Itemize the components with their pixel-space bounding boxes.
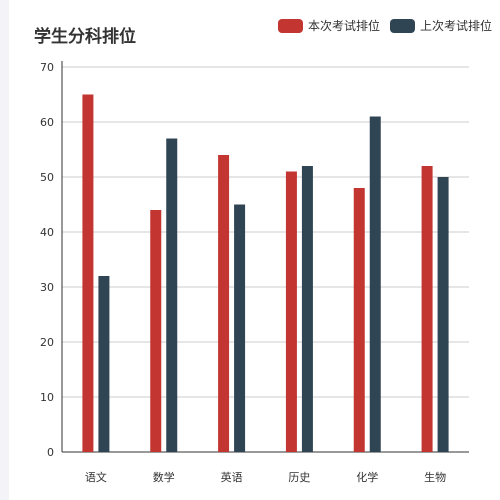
legend-swatch-previous <box>389 18 415 33</box>
y-tick-label-0: 0 <box>47 446 54 459</box>
chart-title: 学生分科排位 <box>34 27 136 47</box>
y-tick-label-20: 20 <box>40 336 54 349</box>
y-tick-label-10: 10 <box>40 391 54 404</box>
x-tick-label-2: 英语 <box>221 470 243 484</box>
legend-label-previous: 上次考试排位 <box>419 19 492 33</box>
bar-previous-2 <box>234 204 246 452</box>
y-tick-label-50: 50 <box>40 171 54 184</box>
legend-swatch-current <box>277 18 303 33</box>
y-tick-label-40: 40 <box>40 226 54 239</box>
bar-previous-4 <box>369 116 381 452</box>
bar-previous-0 <box>98 276 110 452</box>
x-tick-label-1: 数学 <box>153 470 175 484</box>
y-tick-label-30: 30 <box>40 281 54 294</box>
bar-chart: 0 10 20 30 40 50 60 70 语文 数学 英语 历史 化学 生物 <box>40 61 469 484</box>
bar-current-3 <box>285 171 297 452</box>
chart-card: 学生分科排位 本次考试排位 上次考试排位 0 10 20 30 40 50 60 70 语文 数学… <box>9 0 500 500</box>
legend-label-current: 本次考试排位 <box>307 19 380 33</box>
y-tick-label-60: 60 <box>40 116 54 129</box>
legend-item-previous[interactable]: 上次考试排位 <box>389 17 492 34</box>
bar-current-2 <box>218 155 230 452</box>
x-tick-label-3: 历史 <box>288 471 310 484</box>
bar-current-5 <box>421 166 433 452</box>
bar-current-4 <box>353 188 365 452</box>
x-tick-label-4: 化学 <box>356 470 378 484</box>
bar-previous-5 <box>437 177 449 452</box>
bar-current-1 <box>150 210 162 452</box>
legend-item-current[interactable]: 本次考试排位 <box>277 17 380 34</box>
x-tick-label-0: 语文 <box>85 470 107 484</box>
bar-previous-1 <box>166 138 178 452</box>
x-tick-label-5: 生物 <box>424 470 446 484</box>
y-tick-label-70: 70 <box>40 61 54 74</box>
bar-previous-3 <box>301 166 313 452</box>
bar-current-0 <box>82 94 94 452</box>
legend: 本次考试排位 上次考试排位 <box>268 17 492 34</box>
